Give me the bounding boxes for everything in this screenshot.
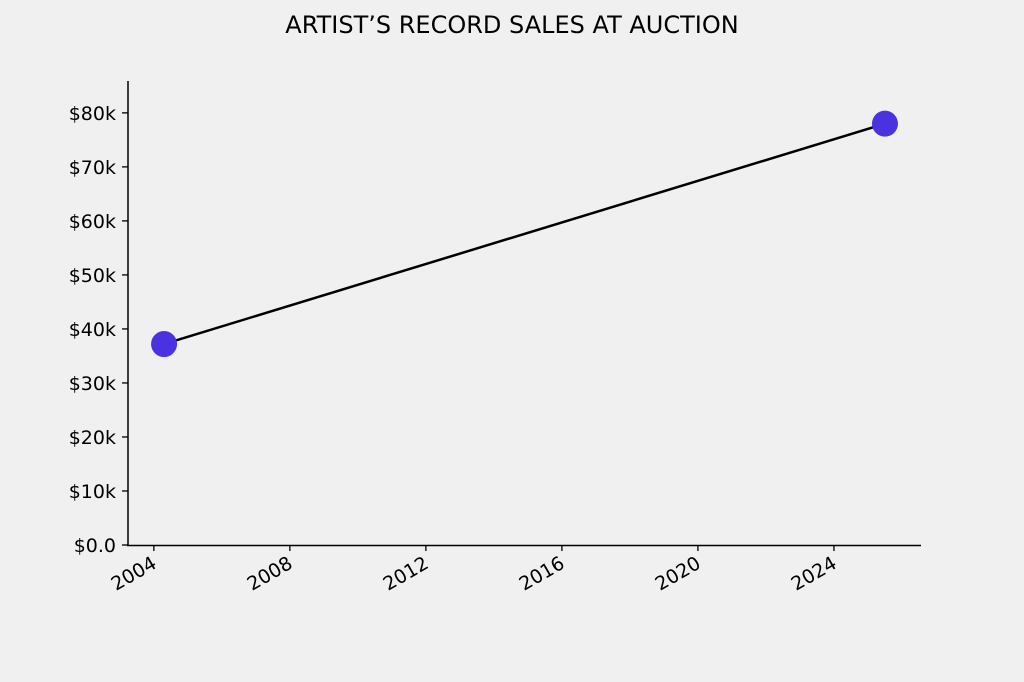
marker [871, 110, 898, 137]
chart-title: ARTIST’S RECORD SALES AT AUCTION [285, 11, 738, 39]
y-tick-label: $40k [69, 319, 116, 341]
y-tick-label: $0.0 [74, 535, 116, 557]
line [163, 122, 886, 346]
y-tick-label: $60k [69, 211, 116, 233]
y-tick-label: $70k [69, 157, 116, 179]
y-tick-label: $50k [69, 265, 116, 287]
marker [151, 331, 178, 358]
y-tick-label: $30k [69, 373, 116, 395]
y-tick-label: $20k [69, 427, 116, 449]
y-tick-label: $10k [69, 481, 116, 503]
y-tick-label: $80k [69, 103, 116, 125]
